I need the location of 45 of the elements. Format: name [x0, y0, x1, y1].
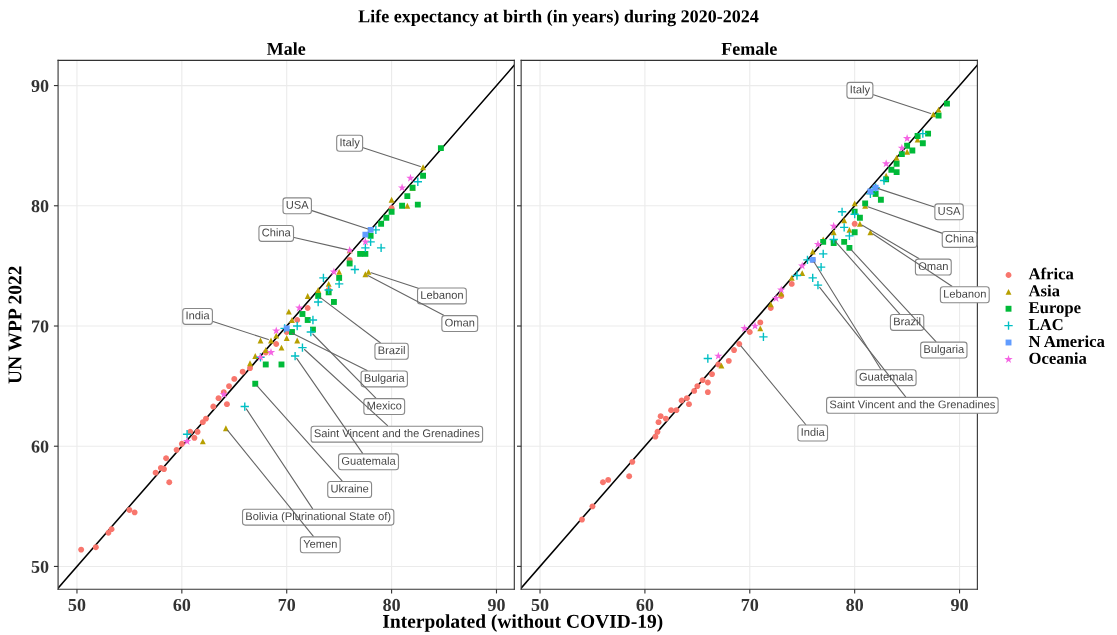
- annotation: India: [801, 427, 825, 436]
- x-tick-label: 60: [636, 598, 654, 612]
- annotation: Yemen: [303, 540, 337, 548]
- text: Life expectancy at birth (in years) during 2020-2024: [358, 9, 759, 27]
- y-tick-label: 50: [31, 560, 49, 573]
- annotation: Lebanon: [421, 290, 463, 299]
- y-tick-label: 90: [31, 79, 49, 93]
- annotation: Italy: [340, 138, 360, 149]
- x-tick-label: 70: [278, 598, 296, 612]
- y-tick-label: 60: [31, 440, 49, 453]
- legend-label: Asia: [1028, 284, 1060, 297]
- annotation: USA: [286, 200, 309, 209]
- annotation: Guatemala: [341, 456, 396, 465]
- annotation: Mexico: [367, 401, 402, 410]
- y-axis-title: UN WPP 2022: [8, 266, 22, 384]
- annotation: Saint Vincent and the Grenadines: [829, 400, 995, 409]
- x-tick-label: 50: [68, 598, 86, 612]
- chart-subtitle: Female: [721, 42, 777, 55]
- x-tick-label: 60: [173, 598, 191, 612]
- x-tick-label: 90: [951, 598, 968, 612]
- legend-label: Africa: [1028, 267, 1074, 280]
- x-tick-label: 80: [846, 598, 864, 612]
- annotation: India: [186, 311, 210, 320]
- x-tick-label: 50: [531, 598, 549, 612]
- annotation: China: [262, 228, 291, 237]
- annotation: Italy: [850, 85, 871, 96]
- legend-label: Europe: [1028, 302, 1081, 317]
- annotation: Ukraine: [331, 484, 369, 493]
- legend-label: LAC: [1028, 318, 1063, 331]
- legend-label: N America: [1028, 335, 1105, 348]
- x-tick-label: 90: [487, 598, 505, 612]
- annotation: Oman: [445, 318, 475, 327]
- annotation: Brazil: [378, 346, 405, 355]
- y-tick-label: 70: [32, 320, 49, 333]
- legend-label: Oceania: [1029, 352, 1087, 364]
- annotation: USA: [938, 206, 961, 215]
- annotation: Bulgaria: [364, 373, 405, 385]
- annotation: China: [945, 234, 975, 243]
- y-tick-label: 80: [31, 200, 49, 213]
- x-tick-label: 80: [383, 598, 400, 612]
- x-axis-title: Interpolated (without COVID-19): [382, 614, 663, 632]
- annotation: Lebanon: [944, 289, 986, 298]
- x-tick-label: 70: [741, 598, 759, 612]
- chart-subtitle: Male: [266, 42, 306, 55]
- annotation: Bulgaria: [924, 344, 965, 356]
